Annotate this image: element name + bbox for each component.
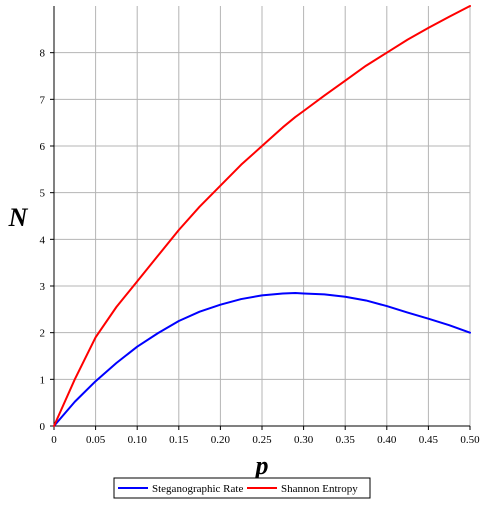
- y-tick-labels: 0 1 2 3 4 5 6 7 8: [40, 48, 46, 433]
- y-tick-label: 8: [40, 48, 46, 60]
- x-tick-label: 0: [51, 434, 57, 446]
- x-tick-labels: 0 0.05 0.10 0.15 0.20 0.25 0.30 0.35 0.40 0.45 0.5…: [51, 434, 480, 446]
- series-line-steganographic-rate: [53, 292, 471, 427]
- y-tick-label: 3: [40, 281, 46, 293]
- y-tick-label: 7: [40, 94, 46, 106]
- x-tick-label: 0.35: [336, 434, 356, 446]
- legend: Steganographic Rate Shannon Entropy: [113, 477, 371, 499]
- y-axis-title: N: [8, 203, 29, 232]
- x-tick-label: 0.30: [294, 434, 314, 446]
- y-tick-label: 2: [40, 328, 46, 340]
- x-axis-title: p: [254, 451, 269, 480]
- y-tick-label: 6: [40, 141, 46, 153]
- x-tick-label: 0.25: [252, 434, 272, 446]
- x-tick-label: 0.15: [169, 434, 189, 446]
- series-line-shannon-entropy: [53, 5, 471, 427]
- y-tick-label: 0: [40, 421, 46, 433]
- x-tick-label: 0.10: [128, 434, 148, 446]
- y-tick-label: 4: [40, 234, 46, 246]
- legend-label-shannon-entropy: Shannon Entropy: [281, 483, 358, 495]
- x-tick-label: 0.45: [419, 434, 439, 446]
- x-tick-label: 0.40: [377, 434, 397, 446]
- legend-label-steganographic-rate: Steganographic Rate: [152, 483, 243, 495]
- x-tick-label: 0.05: [86, 434, 106, 446]
- y-tick-label: 1: [40, 374, 46, 386]
- series-lines: [53, 5, 471, 427]
- x-tick-label: 0.20: [211, 434, 231, 446]
- y-tick-label: 5: [40, 188, 46, 200]
- grid-lines: [54, 6, 471, 426]
- legend-box: [113, 477, 371, 499]
- x-tick-label: 0.50: [460, 434, 480, 446]
- axes: [50, 6, 471, 430]
